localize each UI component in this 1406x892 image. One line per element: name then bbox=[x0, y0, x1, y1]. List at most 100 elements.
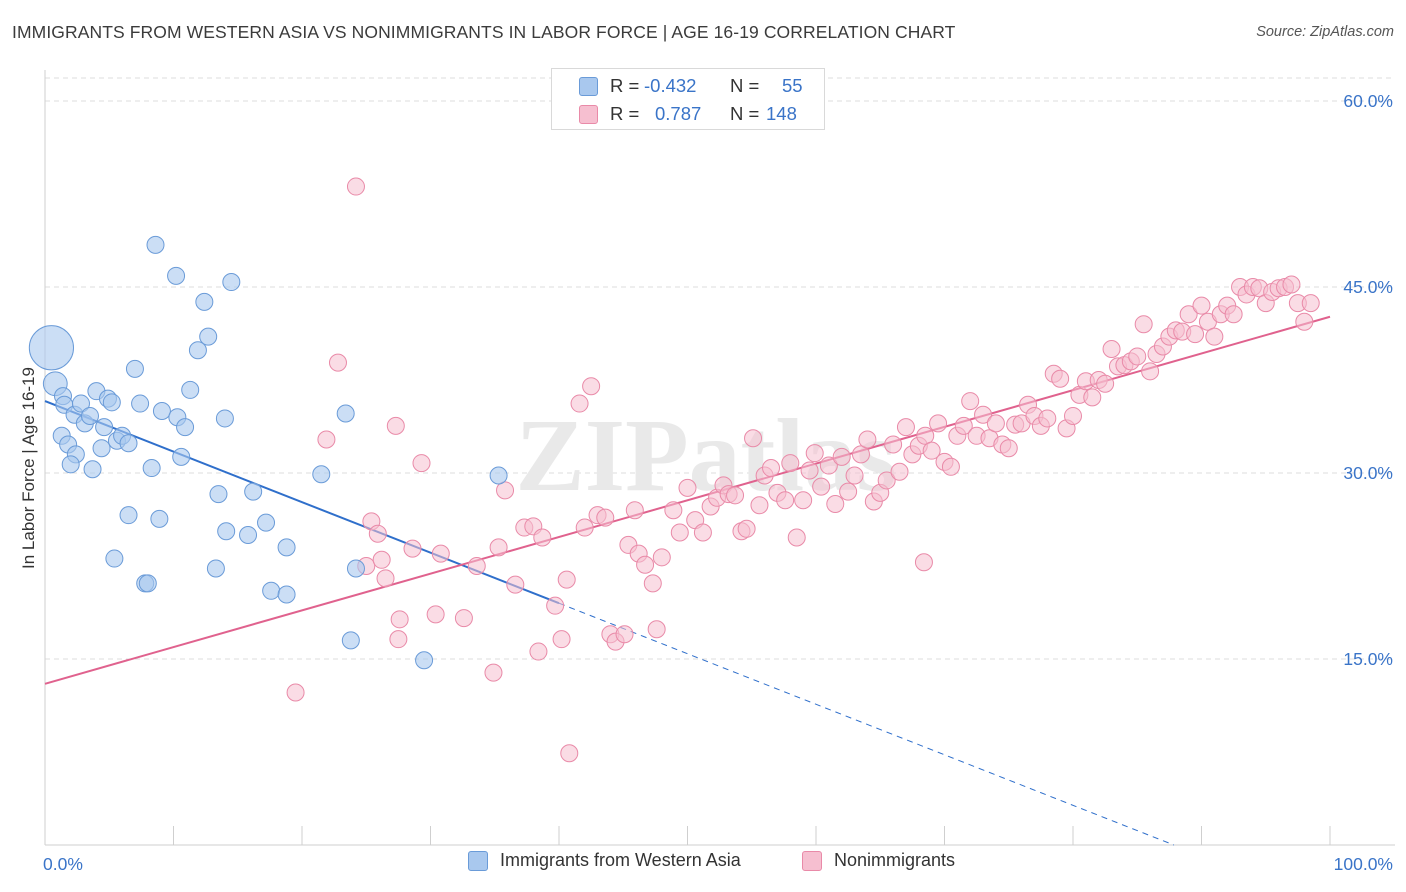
nonimmigrants-point bbox=[1064, 406, 1082, 425]
nonimmigrants-point bbox=[346, 177, 365, 196]
legend-label: Immigrants from Western Asia bbox=[500, 850, 741, 870]
nonimmigrants-point bbox=[1224, 305, 1243, 324]
nonimmigrants-point bbox=[776, 491, 795, 510]
nonimmigrants-point bbox=[999, 439, 1018, 458]
immigrants-point bbox=[206, 559, 225, 578]
nonimmigrants-point bbox=[819, 456, 838, 475]
legend-item-immigrants: Immigrants from Western Asia bbox=[468, 850, 741, 871]
data-points bbox=[28, 177, 1320, 763]
immigrants-point bbox=[138, 574, 157, 593]
nonimmigrants-point bbox=[1282, 275, 1301, 294]
chart-title: IMMIGRANTS FROM WESTERN ASIA VS NONIMMIG… bbox=[12, 22, 956, 42]
x-tick-label: 100.0% bbox=[1334, 854, 1393, 874]
immigrants-trend-extension bbox=[558, 602, 1175, 846]
nonimmigrants-point bbox=[916, 426, 935, 445]
immigrants-point bbox=[415, 651, 434, 670]
immigrants-point bbox=[125, 359, 144, 378]
n-value: 148 bbox=[766, 103, 797, 124]
nonimmigrants-point bbox=[851, 445, 870, 464]
y-tick-label: 45.0% bbox=[1343, 277, 1393, 297]
nonimmigrants-point bbox=[762, 459, 781, 478]
immigrants-point bbox=[188, 341, 207, 360]
legend-item-nonimmigrants: Nonimmigrants bbox=[802, 850, 955, 871]
nonimmigrants-point bbox=[941, 457, 960, 476]
immigrants-point bbox=[262, 581, 281, 600]
nonimmigrants-point bbox=[954, 416, 973, 435]
n-value: 55 bbox=[782, 75, 803, 96]
nonimmigrants-point bbox=[726, 486, 745, 505]
immigrants-point bbox=[217, 522, 236, 541]
immigrants-point bbox=[209, 485, 228, 504]
nonimmigrants-point bbox=[678, 478, 697, 497]
nonimmigrants-point bbox=[467, 557, 486, 575]
nonimmigrants-point bbox=[615, 625, 634, 644]
nonimmigrants-point bbox=[317, 430, 336, 449]
nonimmigrants-point bbox=[372, 550, 391, 569]
nonimmigrants-point bbox=[845, 466, 864, 485]
immigrants-point bbox=[146, 235, 165, 254]
immigrants-point bbox=[95, 418, 114, 437]
nonimmigrants-point bbox=[693, 523, 712, 542]
legend-swatch-blue bbox=[468, 850, 488, 871]
immigrants-point bbox=[119, 506, 138, 525]
nonimmigrants-point bbox=[896, 418, 915, 437]
immigrants-point bbox=[119, 434, 138, 453]
y-tick-label: 30.0% bbox=[1343, 463, 1393, 483]
grid bbox=[45, 77, 1395, 660]
nonimmigrants-point bbox=[412, 454, 431, 473]
nonimmigrants-point bbox=[781, 454, 800, 473]
nonimmigrants-point bbox=[805, 444, 824, 463]
nonimmigrants-point bbox=[582, 377, 601, 396]
immigrants-point bbox=[176, 418, 195, 437]
immigrants-point bbox=[102, 393, 121, 412]
nonimmigrants-point bbox=[922, 441, 941, 460]
stats-legend: R = -0.432 N = 55 R = 0.787 N = 148 bbox=[551, 68, 825, 130]
nonimmigrants-point bbox=[390, 610, 409, 629]
source-label: Source: ZipAtlas.com bbox=[1256, 24, 1394, 40]
immigrants-point bbox=[71, 394, 90, 413]
nonimmigrants-point bbox=[328, 353, 347, 372]
nonimmigrants-point bbox=[832, 447, 851, 466]
nonimmigrants-point bbox=[1096, 374, 1115, 393]
nonimmigrants-point bbox=[403, 539, 422, 558]
nonimmigrants-point bbox=[557, 570, 576, 589]
immigrants-point bbox=[167, 266, 186, 285]
nonimmigrants-point bbox=[794, 491, 813, 510]
immigrants-point bbox=[105, 549, 124, 568]
immigrants-point bbox=[195, 292, 214, 311]
nonimmigrants-point bbox=[570, 394, 589, 413]
stats-swatch-pink bbox=[579, 105, 598, 124]
immigrants-point bbox=[150, 509, 169, 528]
immigrants-point bbox=[244, 482, 263, 501]
nonimmigrants-point bbox=[368, 524, 387, 543]
nonimmigrants-point bbox=[636, 555, 655, 574]
n-label: N = bbox=[730, 103, 760, 124]
nonimmigrants-point bbox=[489, 538, 508, 557]
immigrants-point bbox=[199, 327, 218, 346]
nonimmigrants-point bbox=[750, 496, 769, 515]
x-tick-label: 0.0% bbox=[43, 854, 83, 874]
nonimmigrants-point bbox=[484, 663, 503, 682]
immigrants-point bbox=[181, 380, 200, 399]
nonimmigrants-point bbox=[529, 642, 548, 661]
nonimmigrants-point bbox=[812, 477, 831, 496]
nonimmigrants-point bbox=[737, 519, 756, 538]
nonimmigrants-point bbox=[800, 461, 819, 480]
immigrants-point bbox=[277, 585, 296, 604]
nonimmigrants-point bbox=[1205, 327, 1224, 346]
stats-row-pink: R = 0.787 N = 148 bbox=[552, 100, 826, 128]
legend: Immigrants from Western Asia Nonimmigran… bbox=[0, 850, 1406, 880]
nonimmigrants-point bbox=[1134, 315, 1153, 334]
nonimmigrants-point bbox=[596, 508, 615, 527]
axes bbox=[44, 70, 1395, 846]
nonimmigrants-point bbox=[744, 429, 763, 448]
nonimmigrants-point bbox=[1295, 312, 1314, 331]
stats-swatch-blue bbox=[579, 77, 598, 96]
nonimmigrants-point bbox=[914, 553, 933, 572]
nonimmigrants-point bbox=[552, 630, 571, 649]
nonimmigrants-point bbox=[1051, 369, 1070, 388]
nonimmigrants-point bbox=[670, 523, 689, 542]
nonimmigrants-point bbox=[858, 430, 877, 449]
nonimmigrants-point bbox=[877, 471, 896, 490]
immigrants-point bbox=[142, 459, 161, 478]
